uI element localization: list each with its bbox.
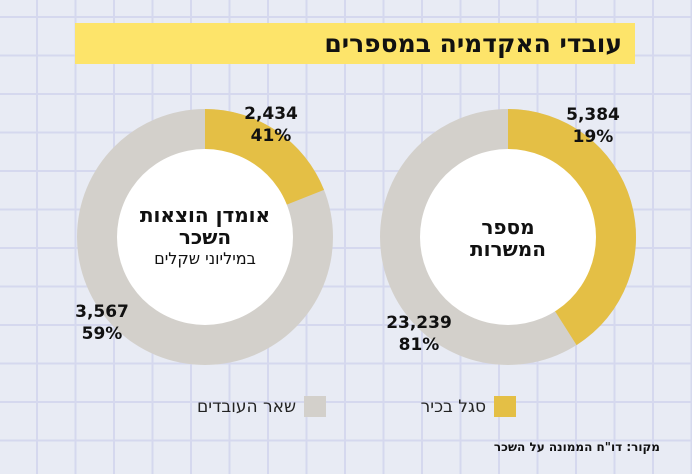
left-donut-subtitle: במיליוני שקלים	[154, 249, 256, 268]
right-senior-value: 5,384	[566, 105, 620, 125]
right-senior-label: 5,384 19%	[558, 104, 628, 148]
chart-title: עובדי האקדמיה במספרים	[75, 23, 635, 64]
left-senior-label: 2,434 41%	[236, 103, 306, 147]
right-rest-value: 23,239	[386, 313, 452, 333]
legend-rest-label: שאר העובדים	[197, 396, 296, 417]
left-senior-percent: 41%	[250, 126, 292, 146]
legend-rest: שאר העובדים	[197, 396, 326, 417]
legend-senior-label: סגל בכיר	[420, 396, 486, 417]
right-rest-label: 23,239 81%	[379, 312, 459, 356]
right-donut-center: מספר המשרות	[423, 216, 593, 260]
donut-hole	[117, 149, 293, 325]
left-rest-percent: 59%	[81, 324, 123, 344]
source-note: מקור: דו"ח הממונה על השכר	[493, 440, 660, 454]
legend-rest-swatch	[304, 396, 326, 417]
left-donut-title: אומדן הוצאות השכר	[139, 203, 271, 249]
left-senior-value: 2,434	[244, 104, 298, 124]
left-rest-label: 3,567 59%	[67, 301, 137, 345]
legend-senior-swatch	[494, 396, 516, 417]
right-rest-percent: 81%	[398, 335, 440, 355]
right-senior-percent: 19%	[572, 127, 614, 147]
left-donut-center: אומדן הוצאות השכר במיליוני שקלים	[120, 204, 290, 270]
legend-senior: סגל בכיר	[421, 396, 516, 417]
right-donut-title: מספר המשרות	[470, 215, 546, 261]
donut-hole	[420, 149, 596, 325]
left-rest-value: 3,567	[75, 302, 129, 322]
